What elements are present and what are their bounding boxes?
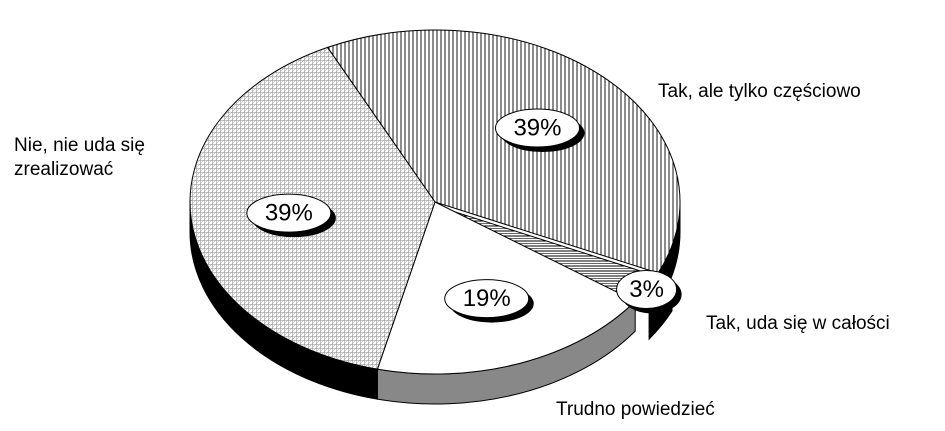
category-label: Trudno powiedzieć [556,399,715,420]
label-bubble [616,269,678,309]
value-label: 39% [265,199,313,226]
label-bubble [444,279,530,319]
value-label: 3% [629,276,664,303]
label-bubble [494,108,580,148]
value-label: 39% [513,114,561,141]
label-bubble [246,193,332,233]
value-label: 19% [463,285,511,312]
category-label: Tak, ale tylko częściowo [658,81,861,102]
slice [326,29,681,274]
category-label: Tak, uda się w całości [706,313,890,334]
category-label: Nie, nie uda się zrealizować [14,135,145,180]
